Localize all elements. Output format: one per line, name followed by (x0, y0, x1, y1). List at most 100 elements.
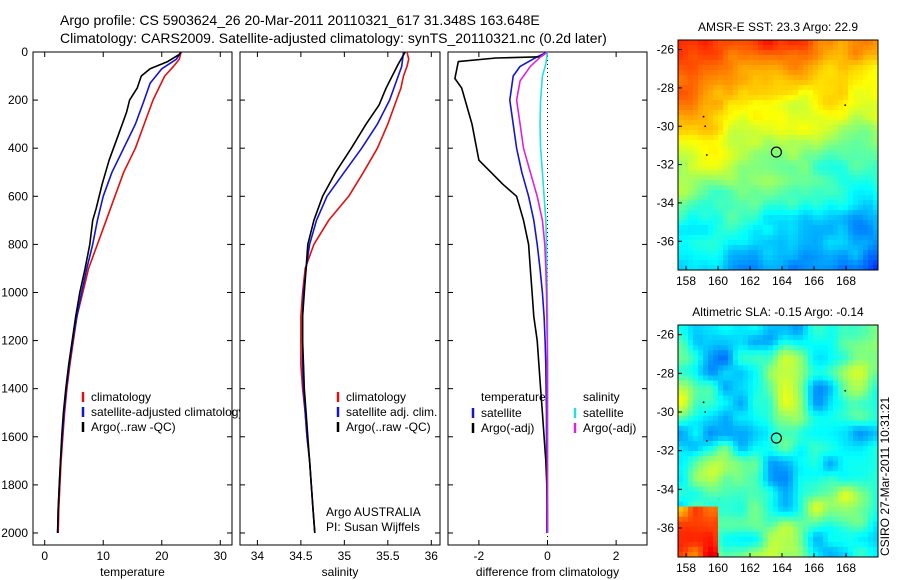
sla-map-cell (733, 355, 739, 361)
sla-map-cell (753, 531, 759, 538)
sst-map-cell (693, 45, 699, 51)
sst-map-cell (803, 265, 809, 270)
sst-map-cell (743, 60, 749, 66)
sla-map-cell (793, 501, 799, 508)
sla-map-cell (848, 491, 854, 498)
sst-map-cell (798, 155, 804, 161)
sla-map-cell (773, 511, 779, 518)
sla-map-cell (818, 516, 824, 523)
sst-map-cell (758, 225, 764, 231)
sst-map-cell (813, 135, 819, 141)
sla-map-cell (738, 410, 744, 417)
sst-map-cell (858, 145, 864, 151)
sst-map-cell (858, 160, 864, 166)
sst-map-cell (743, 195, 749, 201)
sst-map-cell (763, 65, 769, 71)
sst-map-cell (683, 75, 689, 81)
sla-map-cell (678, 511, 684, 518)
sla-map-cell (843, 506, 849, 513)
sla-map-cell (713, 526, 719, 533)
sst-map-cell (793, 65, 799, 71)
sla-map-cell (863, 350, 869, 356)
sla-map-cell (778, 511, 784, 518)
sla-map-cell (763, 456, 769, 462)
sla-map-xtick-label: 160 (708, 561, 728, 575)
sla-map-cell (763, 496, 769, 503)
sla-map-cell (813, 456, 819, 462)
sla-map-cell (818, 546, 824, 553)
sla-map-island-speck (704, 411, 707, 413)
sst-map-cell (723, 145, 729, 151)
sla-map-cell (768, 410, 774, 417)
sla-map-cell (723, 496, 729, 503)
sla-map-cell (858, 410, 864, 417)
sla-map-cell (863, 526, 869, 533)
sst-map-cell (798, 180, 804, 186)
sla-map-cell (763, 446, 769, 452)
sla-map-cell (723, 385, 729, 392)
sst-map-cell (833, 190, 839, 196)
sst-map-cell (728, 225, 734, 231)
sla-map-cell (783, 501, 789, 508)
sla-map-cell (728, 451, 734, 457)
sla-map-cell (708, 435, 714, 442)
sla-map-cell (733, 425, 739, 432)
sla-map-cell (773, 410, 779, 417)
sst-map-cell (718, 265, 724, 270)
sst-map-cell (808, 255, 814, 261)
sla-map-cell (868, 350, 874, 356)
sla-map-cell (758, 441, 764, 447)
sst-map-cell (853, 185, 859, 191)
salinity-series-group (300, 51, 410, 534)
sla-map-cell (688, 521, 694, 528)
sla-map-cell (803, 385, 809, 392)
sst-map-cell (713, 215, 719, 221)
sst-map-cell (733, 165, 739, 171)
sst-map-cell (838, 175, 844, 181)
sla-map-cell (873, 335, 878, 341)
sla-map-cell (763, 330, 769, 336)
sst-map-cell (723, 260, 729, 266)
sst-map-cell (853, 145, 859, 151)
sst-map-cell (723, 50, 729, 56)
sla-map-cell (828, 451, 834, 457)
sst-map-cell (703, 105, 709, 111)
sst-map-cell (863, 50, 869, 56)
sla-map-cell (763, 441, 769, 447)
sst-map-cell (723, 70, 729, 76)
sst-map-cell (688, 250, 694, 256)
sla-map-cell (698, 390, 704, 397)
sla-map-cell (718, 466, 724, 472)
sla-map-cell (773, 521, 779, 528)
sst-map-cell (693, 180, 699, 186)
sst-map-cell (753, 110, 759, 116)
sst-map-cell (803, 260, 809, 266)
sla-map-cell (708, 355, 714, 361)
sst-map-cell (783, 90, 789, 96)
sla-map-cell (733, 441, 739, 447)
sst-map-cell (848, 250, 854, 256)
sst-map-cell (753, 260, 759, 266)
sst-map-cell (698, 165, 704, 171)
sla-map-cell (838, 471, 844, 477)
sst-map-cell (763, 205, 769, 211)
sla-map-cell (863, 360, 869, 366)
sst-map-cell (828, 145, 834, 151)
sst-map-cell (683, 115, 689, 121)
sst-map-cell (773, 80, 779, 86)
sla-map-cell (813, 420, 819, 427)
sst-map-cell (748, 95, 754, 101)
sst-map-cell (713, 45, 719, 51)
sst-map-cell (683, 65, 689, 71)
sst-map-cell (698, 195, 704, 201)
sst-map-cell (833, 55, 839, 61)
sst-map-cell (798, 195, 804, 201)
sla-map-cell (718, 506, 724, 513)
temperature-xtick-label: 10 (97, 549, 111, 563)
sla-map-cell (873, 551, 878, 557)
sst-map-cell (828, 250, 834, 256)
sst-map-cell (823, 110, 829, 116)
sst-map-cell (698, 90, 704, 96)
sst-map-cell (783, 145, 789, 151)
sla-map-cell (798, 491, 804, 498)
